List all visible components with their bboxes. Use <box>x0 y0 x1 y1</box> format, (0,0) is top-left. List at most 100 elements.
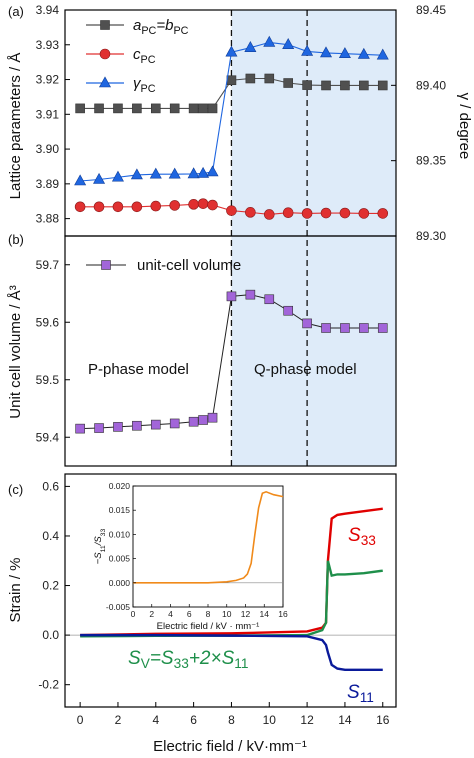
y2-tick-label: 89.40 <box>416 78 446 92</box>
data-point-0-0 <box>75 103 85 114</box>
data-point-0-14 <box>321 80 331 91</box>
data-point-0-12 <box>283 78 293 88</box>
y2-tick-label: 89.45 <box>416 3 446 17</box>
data-point-1-1 <box>93 201 105 213</box>
data-point-2-14 <box>320 46 333 58</box>
volume-point-13 <box>302 318 312 329</box>
panel-b-ylabel: Unit cell volume / Å³ <box>7 285 24 418</box>
data-point-0-1 <box>94 103 104 114</box>
x-tick-label: 6 <box>190 713 197 727</box>
volume-point-14 <box>321 323 331 333</box>
x-tick-label: 16 <box>376 713 390 727</box>
p-phase-model-label: P-phase model <box>88 361 189 378</box>
data-point-1-11 <box>263 209 275 220</box>
data-point-2-0 <box>74 174 87 186</box>
data-point-0-2 <box>113 103 123 114</box>
volume-point-0 <box>75 423 85 434</box>
label-sv: SV​=S33​+2×S11​ <box>128 648 248 671</box>
data-point-2-8 <box>206 165 219 177</box>
x-tick-label: 0 <box>77 713 84 727</box>
y-tick-label: 0.6 <box>42 479 59 493</box>
x-tick-label: 4 <box>152 713 159 727</box>
data-point-2-2 <box>111 170 124 182</box>
volume-point-4 <box>150 419 161 430</box>
inset-y-tick-label: 0.010 <box>109 529 131 539</box>
data-point-1-8 <box>207 199 218 211</box>
data-point-1-2 <box>112 201 124 213</box>
inset-x-tick-label: 10 <box>222 609 232 619</box>
strain-ratio-inset: -0.005 0.000 0.005 0.010 0.015 0.020 0 2 4 6 8 10 12… <box>93 481 288 632</box>
data-point-1-13 <box>301 208 313 219</box>
legend-label-2: γPC​ <box>133 75 156 95</box>
label-s33: S33​ <box>348 525 376 548</box>
data-point-1-14 <box>320 207 332 219</box>
data-point-0-8 <box>207 103 218 114</box>
legend-marker-1 <box>99 48 111 60</box>
data-point-2-9 <box>225 45 238 57</box>
y-tick-label: 3.89 <box>36 177 60 191</box>
y-tick-label: 59.6 <box>36 315 60 329</box>
data-point-2-13 <box>301 44 314 56</box>
data-point-1-10 <box>245 207 256 218</box>
legend-marker-2 <box>98 76 112 88</box>
data-point-2-12 <box>282 38 295 49</box>
data-point-0-5 <box>169 103 180 114</box>
x-tick-label: 12 <box>300 713 314 727</box>
panel-a-label: (a) <box>8 4 24 19</box>
panel-a-legend: aPC​=bPC​ cPC​ γPC​ <box>86 17 189 95</box>
x-tick-label: 8 <box>228 713 235 727</box>
panel-b-label: (b) <box>8 232 24 247</box>
volume-point-10 <box>245 289 256 300</box>
y-tick-label: 0.2 <box>42 579 59 593</box>
panel-b-legend: unit-cell volume <box>86 257 241 274</box>
x-tick-label: 10 <box>263 713 277 727</box>
legend-label: unit-cell volume <box>137 257 241 274</box>
inset-x-tick-label: 8 <box>206 609 211 619</box>
panel-c-ylabel: Strain / % <box>7 557 24 622</box>
volume-point-7 <box>198 415 208 425</box>
legend-label-1: cPC​ <box>133 46 156 66</box>
legend-marker <box>101 260 111 270</box>
inset-ylabel: −S11​/S33​ <box>93 529 107 565</box>
data-point-1-3 <box>131 201 143 213</box>
panel-c-frame <box>64 473 397 708</box>
panel-c-label: (c) <box>8 482 23 497</box>
y2-tick-label: 89.30 <box>416 229 446 243</box>
inset-frame <box>132 485 284 608</box>
volume-point-6 <box>188 416 199 427</box>
data-point-0-13 <box>302 80 312 90</box>
inset-line <box>133 490 284 584</box>
x-tick-label: 2 <box>115 713 122 727</box>
volume-point-1 <box>94 423 104 433</box>
volume-point-3 <box>132 420 142 431</box>
inset-y-tick-label: -0.005 <box>106 602 130 612</box>
volume-point-16 <box>359 323 369 333</box>
data-point-0-7 <box>198 103 208 114</box>
inset-x-tick-label: 0 <box>131 609 136 619</box>
data-point-0-16 <box>359 80 369 91</box>
legend-label-0: aPC​=bPC​ <box>133 17 189 37</box>
panel-a-ylabel: Lattice parameters / Å <box>7 53 24 200</box>
data-point-0-9 <box>226 75 237 86</box>
inset-x-tick-label: 14 <box>260 609 270 619</box>
panel-a: 3.88 3.89 3.90 3.91 3.92 3.93 3.94 89.30 89.35 8… <box>7 3 473 243</box>
panel-b-frame <box>64 235 397 467</box>
panel-c-xlabel: Electric field / kV·mm⁻¹ <box>153 738 307 755</box>
y-tick-label: 0.4 <box>42 529 59 543</box>
data-point-1-4 <box>150 200 162 212</box>
legend-marker-0 <box>100 20 110 30</box>
inset-x-tick-label: 16 <box>278 609 288 619</box>
data-point-2-3 <box>130 168 143 180</box>
data-point-1-16 <box>358 208 370 219</box>
data-point-2-10 <box>244 41 257 52</box>
volume-point-11 <box>264 294 275 305</box>
y-tick-label: -0.2 <box>38 678 59 692</box>
inset-x-tick-label: 2 <box>149 609 154 619</box>
data-point-2-17 <box>376 48 389 60</box>
q-phase-model-label: Q-phase model <box>254 361 357 378</box>
volume-point-9 <box>226 291 237 302</box>
volume-point-17 <box>377 323 388 333</box>
data-point-1-9 <box>226 205 237 216</box>
y-tick-label: 3.91 <box>36 107 60 121</box>
inset-y-tick-label: 0.015 <box>109 505 131 515</box>
